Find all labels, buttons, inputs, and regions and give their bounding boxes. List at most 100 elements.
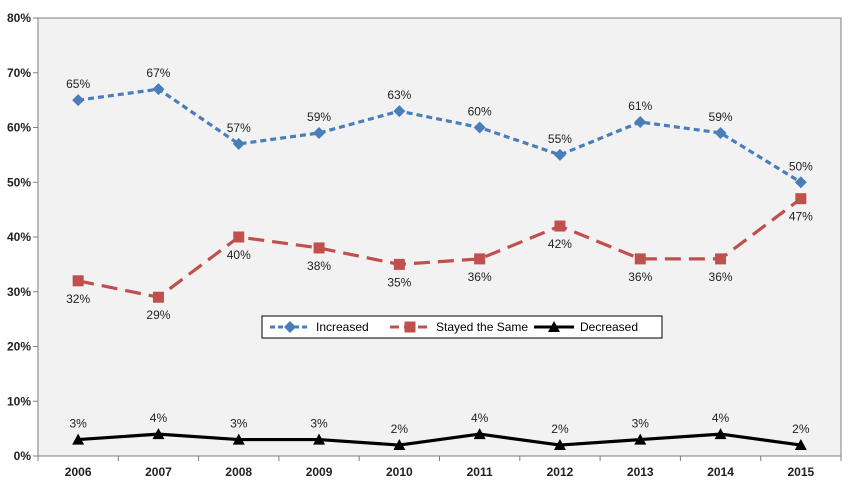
data-label-decreased: 3% bbox=[632, 417, 650, 431]
data-label-decreased: 2% bbox=[391, 422, 409, 436]
legend-marker bbox=[404, 321, 416, 333]
data-label-decreased: 4% bbox=[712, 411, 730, 425]
data-point-stayed-the-same bbox=[554, 220, 566, 232]
data-label-increased: 60% bbox=[468, 105, 492, 119]
y-tick-label: 50% bbox=[7, 175, 31, 189]
data-point-increased bbox=[393, 105, 406, 118]
series-stayed-the-same bbox=[72, 193, 807, 303]
data-point-increased bbox=[72, 94, 85, 107]
y-tick-label: 60% bbox=[7, 121, 31, 135]
data-label-increased: 63% bbox=[387, 88, 411, 102]
y-tick-label: 40% bbox=[7, 230, 31, 244]
data-point-decreased bbox=[714, 428, 727, 440]
data-point-stayed-the-same bbox=[795, 193, 807, 205]
data-label-increased: 65% bbox=[66, 77, 90, 91]
data-point-increased bbox=[152, 83, 165, 96]
legend-label: Increased bbox=[316, 320, 369, 334]
data-label-stayed-the-same: 36% bbox=[709, 270, 733, 284]
series-increased bbox=[72, 83, 807, 189]
y-tick-label: 20% bbox=[7, 340, 31, 354]
data-label-increased: 50% bbox=[789, 159, 813, 173]
data-point-increased bbox=[313, 126, 326, 139]
legend-item-increased: Increased bbox=[270, 320, 369, 334]
data-point-decreased bbox=[553, 439, 566, 451]
legend-item-stayed-the-same: Stayed the Same bbox=[390, 320, 528, 334]
data-label-increased: 67% bbox=[146, 66, 170, 80]
data-point-decreased bbox=[794, 439, 807, 451]
data-label-stayed-the-same: 47% bbox=[789, 210, 813, 224]
data-point-increased bbox=[634, 116, 647, 129]
x-tick-label: 2015 bbox=[787, 465, 814, 479]
x-tick-label: 2011 bbox=[467, 465, 493, 479]
data-point-decreased bbox=[313, 433, 326, 445]
plot-area bbox=[37, 17, 842, 457]
x-tick-label: 2006 bbox=[65, 465, 92, 479]
legend-label: Stayed the Same bbox=[436, 320, 528, 334]
data-label-decreased: 2% bbox=[792, 422, 810, 436]
data-point-increased bbox=[794, 176, 807, 189]
data-point-stayed-the-same bbox=[72, 275, 84, 287]
y-tick-label: 80% bbox=[7, 11, 31, 25]
data-label-stayed-the-same: 36% bbox=[468, 270, 492, 284]
data-point-stayed-the-same bbox=[233, 231, 245, 243]
y-tick-label: 70% bbox=[7, 66, 31, 80]
data-label-stayed-the-same: 38% bbox=[307, 259, 331, 273]
data-label-increased: 55% bbox=[548, 132, 572, 146]
data-point-stayed-the-same bbox=[152, 291, 164, 303]
data-point-decreased bbox=[634, 433, 647, 445]
y-tick-label: 0% bbox=[14, 449, 32, 463]
x-tick-label: 2010 bbox=[386, 465, 413, 479]
data-point-decreased bbox=[393, 439, 406, 451]
data-label-stayed-the-same: 42% bbox=[548, 237, 572, 251]
data-point-stayed-the-same bbox=[715, 253, 727, 265]
data-point-stayed-the-same bbox=[634, 253, 646, 265]
legend: Increased Stayed the Same Decreased bbox=[261, 315, 663, 339]
data-point-stayed-the-same bbox=[474, 253, 486, 265]
data-point-increased bbox=[553, 148, 566, 161]
x-tick-label: 2007 bbox=[145, 465, 172, 479]
x-tick-label: 2012 bbox=[547, 465, 574, 479]
data-point-decreased bbox=[152, 428, 165, 440]
data-point-stayed-the-same bbox=[313, 242, 325, 254]
data-point-increased bbox=[473, 121, 486, 134]
data-label-decreased: 2% bbox=[551, 422, 569, 436]
x-tick-label: 2008 bbox=[225, 465, 252, 479]
series-line-stayed-the-same bbox=[77, 197, 802, 299]
legend-box bbox=[261, 315, 663, 339]
legend-item-decreased: Decreased bbox=[534, 320, 638, 334]
data-label-decreased: 4% bbox=[471, 411, 489, 425]
series-decreased bbox=[72, 428, 807, 451]
data-labels: 65% 67% 57% 59% 63% 60% 55% 61% 59% 50% 32% 29% 40% 3… bbox=[66, 66, 813, 436]
data-label-stayed-the-same: 36% bbox=[628, 270, 652, 284]
data-point-decreased bbox=[473, 428, 486, 440]
legend-marker bbox=[548, 321, 560, 332]
data-point-increased bbox=[714, 126, 727, 139]
data-point-increased bbox=[232, 137, 245, 150]
y-axis: 0% 10% 20% 30% 40% 50% 60% 70% 80% bbox=[7, 11, 39, 463]
series-line-decreased bbox=[78, 432, 802, 447]
series-line-increased bbox=[77, 87, 802, 184]
data-label-increased: 61% bbox=[628, 99, 652, 113]
data-label-decreased: 3% bbox=[310, 417, 328, 431]
data-label-decreased: 3% bbox=[69, 417, 87, 431]
data-label-increased: 57% bbox=[227, 121, 251, 135]
data-point-stayed-the-same bbox=[393, 258, 405, 270]
data-label-stayed-the-same: 35% bbox=[387, 275, 411, 289]
data-label-increased: 59% bbox=[709, 110, 733, 124]
data-label-decreased: 3% bbox=[230, 417, 248, 431]
data-label-stayed-the-same: 40% bbox=[227, 248, 251, 262]
x-tick-label: 2009 bbox=[306, 465, 333, 479]
data-label-stayed-the-same: 32% bbox=[66, 292, 90, 306]
data-label-stayed-the-same: 29% bbox=[146, 308, 170, 322]
x-tick-label: 2013 bbox=[627, 465, 654, 479]
data-label-decreased: 4% bbox=[150, 411, 168, 425]
series-layer bbox=[72, 83, 807, 451]
y-tick-label: 30% bbox=[7, 285, 31, 299]
x-tick-label: 2014 bbox=[707, 465, 734, 479]
y-tick-label: 10% bbox=[7, 394, 31, 408]
x-axis: 2006 2007 2008 2009 2010 2011 2012 2013 2014 2015 bbox=[37, 455, 842, 479]
legend-label: Decreased bbox=[580, 320, 638, 334]
data-point-decreased bbox=[232, 433, 245, 445]
data-point-decreased bbox=[72, 433, 85, 445]
